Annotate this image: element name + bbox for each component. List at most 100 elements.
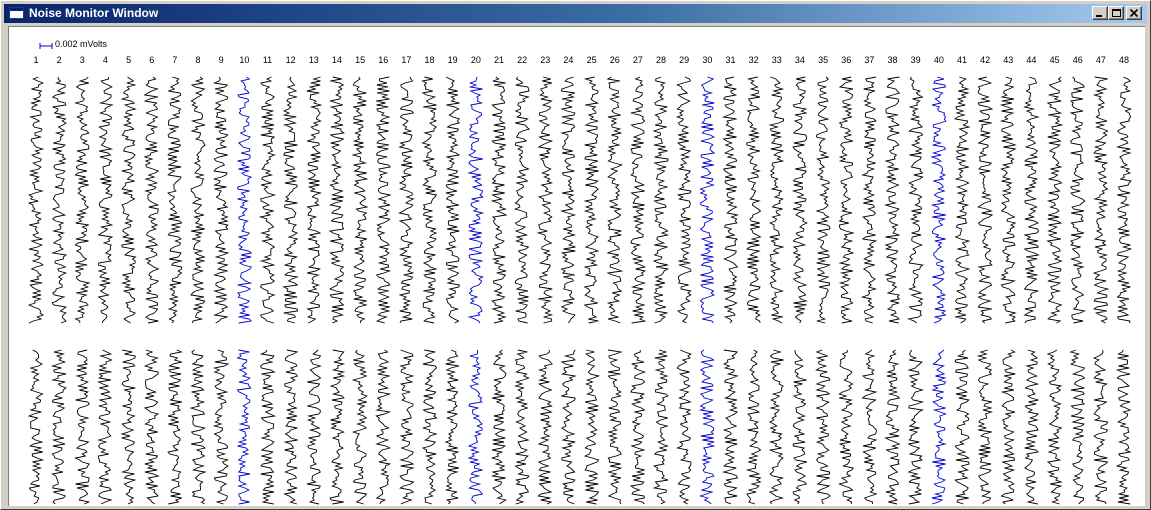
- channel-label-40: 40: [933, 55, 944, 65]
- trace-channel-5-row-2: [120, 349, 137, 505]
- trace-channel-30-row-1: [699, 76, 716, 324]
- trace-channel-44-row-2: [1024, 349, 1040, 505]
- trace-channel-32-row-2: [745, 349, 762, 505]
- channel-label-25: 25: [586, 55, 597, 65]
- trace-channel-11-row-2: [259, 349, 277, 505]
- trace-channel-1-row-1: [27, 76, 45, 324]
- channel-label-12: 12: [285, 55, 296, 65]
- trace-channel-23-row-2: [537, 349, 553, 505]
- scale-label: 0.002 mVolts: [55, 39, 108, 49]
- trace-channel-35-row-1: [815, 76, 832, 324]
- channel-label-42: 42: [980, 55, 991, 65]
- trace-channel-10-row-1: [237, 76, 253, 324]
- channel-label-31: 31: [725, 55, 736, 65]
- channel-label-4: 4: [102, 55, 108, 65]
- channel-label-5: 5: [126, 55, 132, 65]
- trace-channel-35-row-2: [815, 349, 831, 505]
- trace-channel-36-row-2: [837, 350, 854, 505]
- minimize-button[interactable]: [1092, 6, 1108, 20]
- trace-channel-13-row-1: [306, 76, 323, 324]
- trace-channel-17-row-2: [399, 349, 415, 505]
- trace-channel-11-row-1: [258, 76, 277, 324]
- maximize-button[interactable]: [1108, 6, 1124, 20]
- channel-label-36: 36: [841, 55, 852, 65]
- channel-label-28: 28: [656, 55, 667, 65]
- channel-label-11: 11: [262, 55, 273, 65]
- channel-label-46: 46: [1072, 55, 1083, 65]
- trace-channel-12-row-2: [283, 349, 299, 505]
- trace-channel-43-row-2: [1000, 349, 1016, 505]
- trace-channel-39-row-1: [907, 76, 924, 324]
- trace-channel-44-row-1: [1023, 76, 1040, 324]
- trace-channel-48-row-2: [1115, 349, 1132, 505]
- scale-bar: [39, 43, 53, 49]
- title-bar[interactable]: Noise Monitor Window: [4, 4, 1147, 23]
- trace-channel-7-row-2: [167, 349, 183, 505]
- trace-channel-8-row-2: [189, 349, 207, 505]
- channel-label-20: 20: [470, 55, 481, 65]
- app-window-icon: [9, 7, 24, 19]
- channel-label-29: 29: [679, 55, 690, 65]
- trace-channel-39-row-2: [907, 349, 925, 505]
- trace-channel-8-row-1: [190, 76, 206, 324]
- channel-label-47: 47: [1095, 55, 1106, 65]
- trace-channel-41-row-1: [953, 76, 971, 324]
- channel-label-23: 23: [540, 55, 551, 65]
- channel-label-18: 18: [424, 55, 435, 65]
- trace-channel-6-row-2: [143, 349, 160, 505]
- trace-channel-47-row-2: [1092, 349, 1109, 505]
- trace-channel-23-row-1: [536, 76, 554, 324]
- trace-channel-26-row-1: [606, 76, 624, 324]
- trace-channel-29-row-1: [676, 76, 692, 324]
- channel-label-1: 1: [33, 55, 39, 65]
- channel-label-13: 13: [308, 55, 319, 65]
- channel-label-2: 2: [56, 55, 62, 65]
- trace-channel-15-row-1: [351, 76, 369, 324]
- trace-channel-41-row-2: [954, 349, 971, 505]
- trace-channel-21-row-1: [490, 76, 508, 324]
- trace-channel-45-row-2: [1046, 349, 1063, 505]
- trace-channel-29-row-2: [676, 349, 692, 505]
- trace-channel-18-row-1: [421, 76, 438, 324]
- channel-label-19: 19: [447, 55, 458, 65]
- noise-traces: [27, 76, 1133, 505]
- trace-channel-2-row-1: [51, 77, 68, 324]
- trace-channel-28-row-2: [652, 349, 669, 505]
- trace-channel-18-row-2: [421, 349, 438, 505]
- channel-label-7: 7: [172, 55, 178, 65]
- channel-label-15: 15: [355, 55, 366, 65]
- minimize-icon: [1096, 15, 1102, 17]
- channel-label-27: 27: [632, 55, 643, 65]
- trace-channel-5-row-1: [120, 76, 137, 324]
- trace-channel-15-row-2: [351, 349, 368, 505]
- channel-label-14: 14: [331, 55, 342, 65]
- trace-channel-10-row-2: [236, 349, 252, 505]
- channel-label-39: 39: [910, 55, 921, 65]
- channel-label-34: 34: [794, 55, 805, 65]
- trace-channel-31-row-2: [722, 349, 739, 505]
- trace-channel-46-row-2: [1069, 349, 1086, 505]
- channel-label-16: 16: [378, 55, 389, 65]
- trace-channel-46-row-1: [1069, 76, 1087, 324]
- trace-channel-28-row-1: [652, 76, 670, 324]
- trace-channel-14-row-1: [328, 76, 345, 324]
- channel-label-24: 24: [563, 55, 574, 65]
- trace-channel-7-row-1: [167, 76, 183, 324]
- monitor-canvas: 0.002 mVolts 1 2 3 4 5 6 7 8 9 10 11 12 13 14 15 16 17 18…: [8, 26, 1145, 506]
- channel-label-33: 33: [771, 55, 782, 65]
- trace-channel-42-row-2: [976, 349, 994, 505]
- trace-channel-43-row-1: [999, 76, 1017, 324]
- trace-channel-25-row-2: [583, 349, 601, 505]
- close-button[interactable]: [1126, 6, 1142, 20]
- trace-channel-31-row-1: [721, 76, 740, 324]
- trace-channel-1-row-2: [27, 349, 45, 505]
- trace-channel-42-row-1: [977, 76, 994, 324]
- channel-label-10: 10: [239, 55, 250, 65]
- trace-channel-30-row-2: [698, 349, 716, 505]
- trace-channel-38-row-1: [884, 76, 901, 324]
- trace-channel-38-row-2: [884, 349, 901, 505]
- trace-channel-25-row-1: [583, 76, 600, 324]
- trace-channel-34-row-2: [792, 349, 808, 505]
- trace-channel-33-row-2: [768, 349, 785, 505]
